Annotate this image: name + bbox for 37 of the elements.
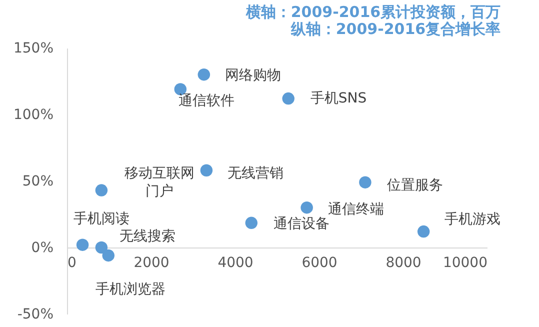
annotation: 手机游戏 [444, 212, 501, 228]
annotation: 网络购物 [224, 68, 281, 84]
point [174, 83, 187, 96]
point [359, 176, 372, 188]
annotation: 通信设备 [273, 216, 330, 232]
annotation: 手机阅读 [74, 210, 130, 227]
y-tick-label: 100% [13, 107, 54, 123]
point [417, 225, 430, 238]
annotation: 通信软件 [178, 93, 234, 110]
annotation: 通信终端 [328, 202, 384, 218]
x-tick-label: 4000 [218, 255, 254, 271]
x-tick-label: 10000 [442, 255, 488, 271]
y-tick-label: -50% [17, 306, 54, 322]
point [102, 249, 114, 262]
annotation: 无线搜索 [119, 228, 176, 244]
annotation: 位置服务 [387, 177, 444, 194]
point [282, 92, 294, 105]
point [245, 216, 258, 230]
y-tick-label: 150% [13, 40, 54, 56]
point [200, 164, 213, 176]
x-tick-label: 2000 [134, 255, 170, 271]
annotation: 手机SNS [310, 90, 367, 107]
point [198, 68, 210, 81]
annotation: 移动互联网门户 [124, 165, 194, 200]
y-tick-label: 50% [22, 174, 54, 190]
annotation: 无线营销 [227, 165, 284, 182]
x-tick-label: 6000 [302, 255, 338, 271]
point [95, 184, 108, 196]
point [76, 238, 89, 251]
point [300, 201, 313, 214]
chart-subtitle: 纵轴：2009-2016复合增长率 [290, 20, 501, 38]
point [95, 241, 108, 254]
x-tick-label: 8000 [386, 255, 422, 271]
x-tick-label: 0 [68, 255, 76, 271]
chart-title: 横轴：2009-2016累计投资额，百万 [244, 3, 501, 21]
y-tick-label: 0% [31, 240, 54, 256]
annotation: 手机浏览器 [95, 281, 166, 298]
